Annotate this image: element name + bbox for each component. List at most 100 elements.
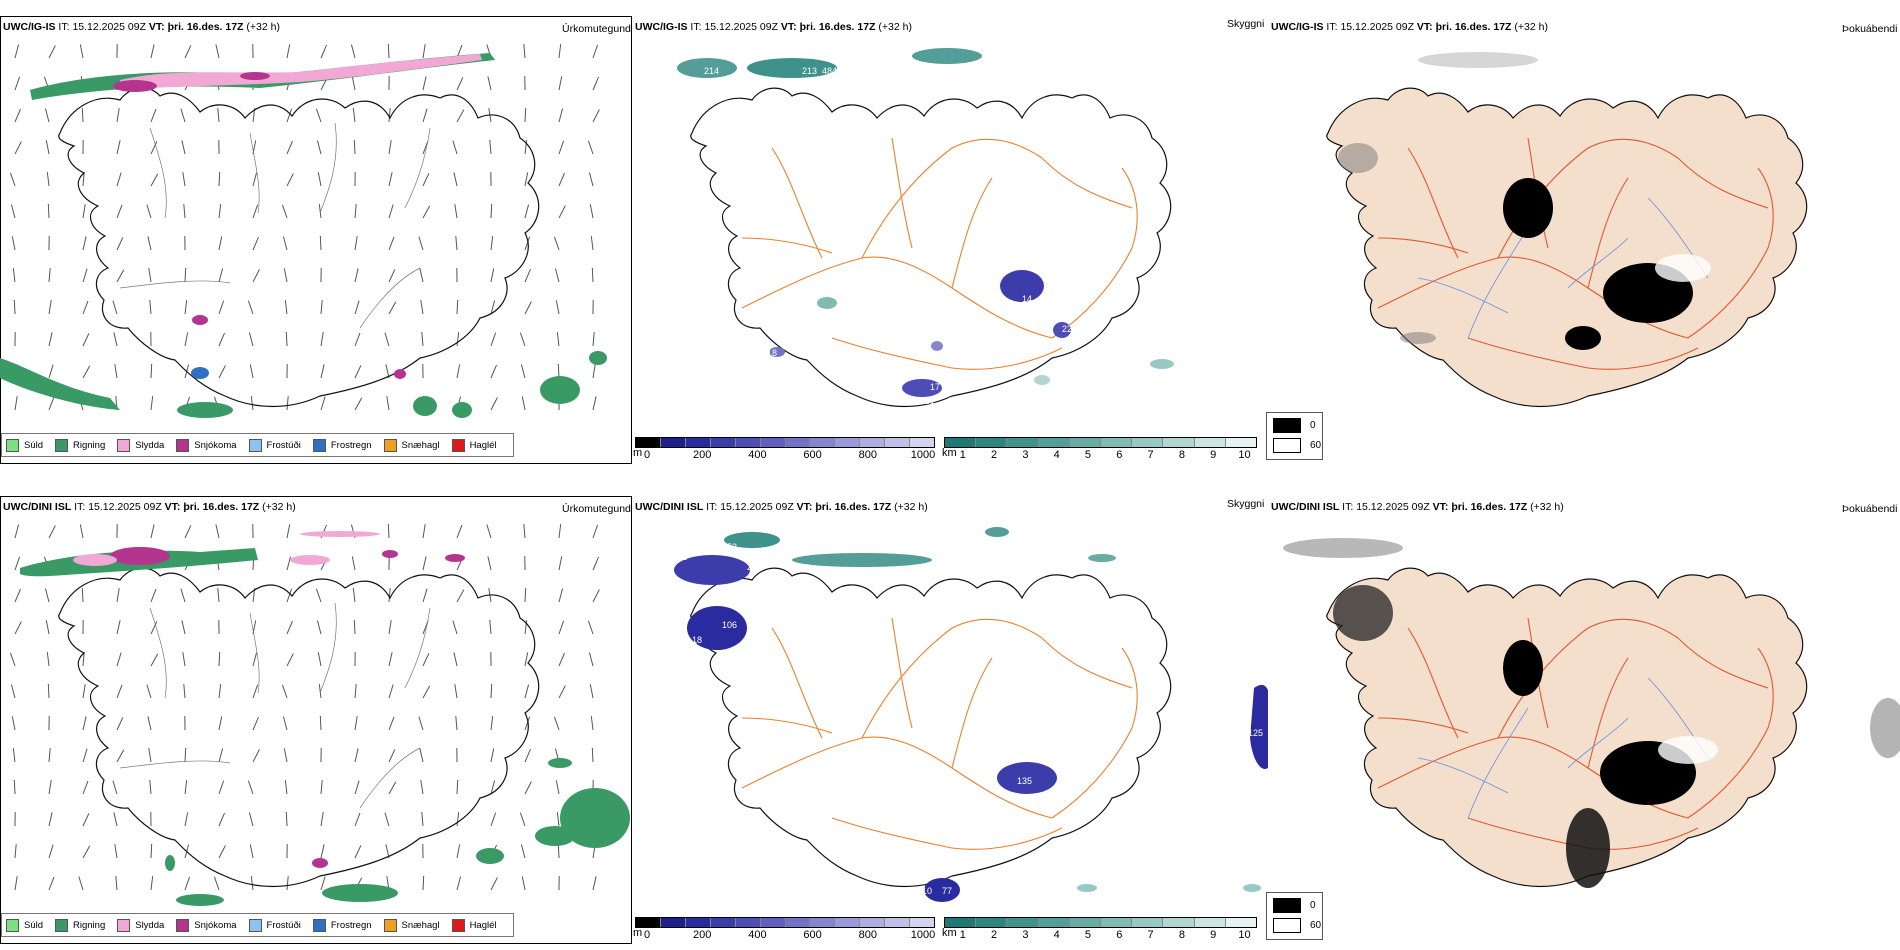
colorbar-segment xyxy=(660,438,686,447)
colorbar-segment xyxy=(760,438,786,447)
legend-label: Slydda xyxy=(135,439,165,451)
legend-swatch xyxy=(312,438,326,452)
colorbar-segment xyxy=(1132,438,1164,447)
lead-time: (+32 h) xyxy=(262,501,296,513)
low-cloud-areas xyxy=(724,527,1261,892)
colorbar-tick-label: 8 xyxy=(1178,449,1185,461)
legend-item: Haglél xyxy=(451,438,497,452)
colorbar-segment xyxy=(976,918,1008,927)
legend-item: Slydda xyxy=(117,918,165,932)
visibility-value-label: 39 xyxy=(937,352,947,362)
visibility-value-label: 125 xyxy=(1248,728,1263,738)
panel-title: Úrkomutegund xyxy=(562,23,631,35)
visibility-value-label: 14 xyxy=(1022,294,1032,304)
fog-index-areas xyxy=(1283,538,1900,888)
snow-area xyxy=(312,858,328,868)
fog-legend: 0 60 xyxy=(1266,892,1323,940)
colorbar-tick-label: 1 xyxy=(959,449,966,461)
fog-legend-swatch xyxy=(1273,418,1301,433)
colorbar-segment xyxy=(735,918,761,927)
it-label: IT: xyxy=(1326,21,1338,33)
colorbar-segment xyxy=(945,438,977,447)
vt-label: VT: xyxy=(1432,501,1449,513)
colorbar-segment xyxy=(1163,438,1195,447)
legend-swatch xyxy=(383,918,397,932)
legend-swatch xyxy=(176,438,190,452)
panel-header: UWC/DINI ISL IT: 15.12.2025 09Z VT: þri.… xyxy=(635,501,928,513)
colorbar-unit: km xyxy=(942,447,957,459)
visibility-value-label: 266 xyxy=(787,78,802,88)
model-name: UWC/IG-IS xyxy=(3,21,56,33)
visibility-value-label: 92 xyxy=(712,544,722,554)
it-value: 15.12.2025 09Z xyxy=(720,501,794,513)
legend-label: Frostregn xyxy=(330,919,372,931)
legend-item: Snæhagl xyxy=(383,918,440,932)
legend-swatch xyxy=(117,918,131,932)
colorbar-segment xyxy=(1007,438,1039,447)
visibility-value-label: 181 xyxy=(672,552,687,562)
colorbar-segment xyxy=(945,918,977,927)
fog-legend-label: 60 xyxy=(1310,920,1322,931)
legend-item: Haglél xyxy=(451,918,497,932)
colorbar-segment xyxy=(660,918,686,927)
legend-items: Súld Rigning Slydda Snjókoma Frostúði Frostre… xyxy=(6,918,509,932)
visibility-value-label: 12 xyxy=(947,396,957,406)
colorbar-m: 0 200 400 600 800 1000 m xyxy=(633,437,936,462)
rain-area xyxy=(165,855,175,871)
colorbar-segment xyxy=(710,438,736,447)
legend-item: Snjókoma xyxy=(176,918,237,932)
legend-label: Rigning xyxy=(73,439,106,451)
vt-label: VT: xyxy=(164,501,181,513)
visibility-panel-row1: UWC/IG-IS IT: 15.12.2025 09Z VT: þri. 16… xyxy=(632,12,1268,464)
legend-swatch xyxy=(383,438,397,452)
colorbar-m-boxes xyxy=(635,437,935,448)
it-label: IT: xyxy=(1342,501,1354,513)
lead-time: (+32 h) xyxy=(1514,21,1548,33)
colorbar-km: 1 2 3 4 5 6 7 8 9 10 km xyxy=(942,437,1257,462)
colorbar-segment xyxy=(1163,918,1195,927)
snow-area xyxy=(113,80,157,92)
fog-panel-row2: UWC/DINI ISL IT: 15.12.2025 09Z VT: þri.… xyxy=(1266,492,1900,944)
legend-label: Frostúði xyxy=(266,439,301,451)
visibility-value-label: 31 xyxy=(925,396,935,406)
fog-legend-swatch xyxy=(1273,918,1301,933)
visibility-value-label: 77 xyxy=(942,886,952,896)
snow-area xyxy=(110,547,170,565)
model-name: UWC/IG-IS xyxy=(1271,21,1324,33)
vt-label: VT: xyxy=(796,501,813,513)
visibility-value-label: 18 xyxy=(767,348,777,358)
visibility-value-label: 213 xyxy=(802,66,817,76)
it-label: IT: xyxy=(690,21,702,33)
visibility-value-label: 18 xyxy=(692,635,702,645)
vt-value: þri. 16.des. 17Z xyxy=(799,21,876,33)
colorbar-tick-label: 1000 xyxy=(910,449,936,461)
legend-swatch xyxy=(248,438,262,452)
fog-legend-item: 60 xyxy=(1273,438,1322,453)
legend-label: Snæhagl xyxy=(401,919,440,931)
legend-item: Súld xyxy=(6,918,43,932)
colorbar-unit: km xyxy=(942,927,957,939)
fog-legend: 0 60 xyxy=(1266,412,1323,460)
panel-header: UWC/IG-IS IT: 15.12.2025 09Z VT: þri. 16… xyxy=(1271,21,1548,33)
panel-title: Þokuábendi xyxy=(1842,23,1898,35)
legend-swatch xyxy=(6,438,19,452)
legend-label: Slydda xyxy=(135,919,165,931)
colorbar-tick-label: 400 xyxy=(748,449,767,461)
rain-area xyxy=(176,894,224,906)
precip-legend: Súld Rigning Slydda Snjókoma Frostúði Frostre… xyxy=(1,433,514,457)
vt-value: þri. 16.des. 17Z xyxy=(1451,501,1528,513)
colorbar-segment xyxy=(810,438,836,447)
colorbar-segment xyxy=(636,918,661,927)
colorbar-segment xyxy=(1038,438,1070,447)
fog-legend-item: 60 xyxy=(1273,918,1322,933)
colorbar-segment xyxy=(1225,918,1257,927)
colorbar-segment xyxy=(910,918,935,927)
low-cloud-areas xyxy=(677,48,1174,385)
it-value: 15.12.2025 09Z xyxy=(72,21,146,33)
legend-swatch xyxy=(248,918,262,932)
colorbar-tick-label: 0 xyxy=(643,449,651,461)
colorbar-tick-label: 2 xyxy=(991,449,998,461)
panel-header: UWC/DINI ISL IT: 15.12.2025 09Z VT: þri.… xyxy=(1271,501,1564,513)
vt-value: þri. 16.des. 17Z xyxy=(167,21,244,33)
colorbar-segment xyxy=(785,438,811,447)
